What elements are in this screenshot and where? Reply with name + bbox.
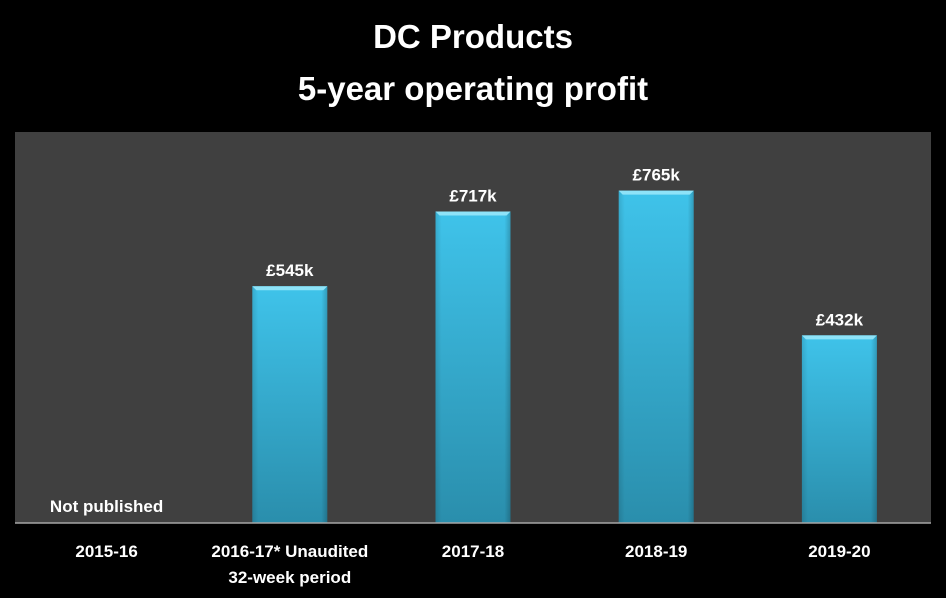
data-label-not-published: Not published bbox=[50, 497, 163, 516]
chart-title-line-1: DC Products bbox=[373, 18, 573, 55]
x-tick-label: 2018-19 bbox=[625, 542, 687, 561]
bar-shading bbox=[435, 211, 511, 523]
bar-bevel bbox=[252, 286, 328, 291]
x-tick-label: 2019-20 bbox=[808, 542, 870, 561]
x-tick-label: 2017-18 bbox=[442, 542, 504, 561]
bar-shading bbox=[801, 335, 877, 523]
data-label: £432k bbox=[816, 310, 864, 329]
bar-bevel bbox=[435, 211, 511, 216]
data-label: £545k bbox=[266, 261, 314, 280]
bar-shading bbox=[618, 190, 694, 523]
chart-title-line-2: 5-year operating profit bbox=[297, 70, 649, 107]
x-tick-label: 32-week period bbox=[228, 568, 351, 587]
bar-shading bbox=[252, 286, 328, 523]
data-label: £765k bbox=[633, 166, 681, 185]
data-label: £717k bbox=[449, 187, 497, 206]
bar-bevel bbox=[801, 335, 877, 340]
x-tick-label: 2016-17* Unaudited bbox=[211, 542, 368, 561]
bar-bevel bbox=[618, 190, 694, 195]
x-tick-label: 2015-16 bbox=[75, 542, 137, 561]
